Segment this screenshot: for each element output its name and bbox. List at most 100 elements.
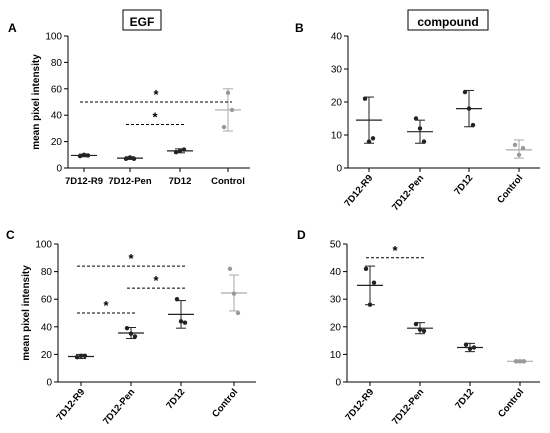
panel-b-data-point: [421, 139, 427, 144]
panel-c-y-tick-label: 60: [41, 295, 53, 306]
panel-c-letter: C: [6, 228, 15, 242]
panel-c-y-tick-label: 80: [41, 267, 53, 278]
panel-c-y-axis-label: mean pixel intensity: [21, 265, 32, 361]
panel-a-data-point: [229, 107, 235, 113]
panel-d-y-tick-label: 10: [330, 350, 342, 361]
panel-b-data-point: [512, 142, 518, 148]
panel-a-y-tick-label: 100: [45, 32, 62, 43]
panel-d-y-tick-label: 50: [330, 240, 342, 251]
panel-b-category-label: Control: [495, 173, 525, 206]
panel-d-category-label: 7D12-R9: [343, 387, 376, 423]
panel-a-y-axis-label: mean pixel intensity: [31, 54, 42, 150]
panel-a-data-point: [77, 153, 83, 159]
panel-d-data-point: [421, 328, 427, 334]
panel-d-data-point: [413, 321, 419, 327]
panel-c-y-tick-label: 20: [41, 350, 53, 361]
panel-d-data-point: [367, 302, 373, 307]
panel-c-data-point: [132, 334, 138, 339]
panel-c-data-point: [227, 266, 233, 272]
panel-a-y-tick-label: 20: [51, 137, 63, 148]
panel-c-data-point: [182, 320, 188, 325]
panel-d-data-point: [463, 342, 469, 347]
panel-c-data-point: [235, 310, 241, 316]
panel-d-category-label: Control: [496, 387, 526, 420]
panel-a-data-point: [81, 152, 87, 157]
panel-b-header: compound: [417, 15, 478, 29]
panel-a-category-label: Control: [211, 176, 245, 187]
panel-a-y-tick-label: 60: [51, 84, 63, 95]
panel-c-y-tick-label: 40: [41, 322, 53, 333]
panel-d-data-point: [517, 359, 523, 364]
panel-c-data-point: [231, 291, 237, 296]
panel-d-y-tick-label: 0: [335, 378, 341, 389]
panel-b-y-tick-label: 0: [336, 164, 342, 175]
panel-d-category-label: 7D12: [453, 387, 476, 411]
panel-b-data-point: [516, 152, 522, 157]
panel-a-y-tick-label: 40: [51, 111, 63, 122]
panel-a-y-tick-label: 0: [56, 164, 62, 175]
panel-a-data-point: [225, 90, 231, 95]
panel-c-y-tick-label: 0: [46, 378, 52, 389]
panel-a-category-label: 7D12: [169, 176, 192, 187]
panel-b-data-point: [413, 116, 419, 121]
panel-b-data-point: [520, 146, 526, 151]
panel-b-category-label: 7D12-Pen: [390, 173, 426, 213]
panel-b-data-point: [366, 139, 372, 144]
panel-c-data-point: [124, 325, 130, 331]
panel-b-data-point: [417, 126, 423, 131]
panel-c-data-point: [174, 297, 180, 302]
panel-a-data-point: [177, 148, 183, 154]
panel-a-header-box: [122, 9, 162, 31]
panel-a-significance-label: *: [153, 87, 159, 102]
panel-d: D 0 10 20 30 40 50 7D12-R9 7D12-Pen 7D12 Control *: [297, 228, 540, 427]
panel-c-significance-label: *: [128, 251, 134, 266]
panel-b-y-tick-label: 10: [331, 131, 343, 142]
panel-d-data-point: [521, 359, 527, 364]
panel-c-data-point: [78, 353, 84, 358]
panel-d-data-point: [513, 359, 519, 364]
panel-b-data-point: [466, 106, 472, 111]
panel-a-data-point: [131, 156, 137, 161]
panel-a-data-point: [123, 156, 129, 161]
panel-a-data-point: [173, 149, 179, 155]
panel-a-data-point: [221, 124, 227, 130]
panel-d-data-point: [467, 346, 473, 352]
panel-b-y-tick-label: 40: [331, 32, 343, 43]
panel-c: C 0 20 40 60 80 100 mean pixel intensity 7D12-R9…: [6, 228, 256, 427]
panel-b-letter: B: [295, 21, 304, 35]
panel-c-data-point: [178, 319, 184, 324]
panel-d-data-point: [363, 266, 369, 272]
panel-b-y-tick-label: 20: [331, 98, 343, 109]
panel-a-category-label: 7D12-R9: [65, 176, 103, 187]
panel-b-category-label: 7D12-R9: [342, 173, 375, 209]
panel-c-data-point: [82, 353, 88, 358]
panel-b-y-tick-label: 30: [331, 65, 343, 76]
panel-a-letter: A: [8, 21, 17, 35]
panel-c-y-tick-label: 100: [35, 240, 52, 251]
panel-a-y-tick-label: 80: [51, 58, 63, 69]
panel-b-data-point: [462, 89, 468, 95]
panel-b-data-point: [470, 122, 476, 128]
panel-d-letter: D: [297, 228, 306, 242]
panel-c-data-point: [128, 331, 134, 336]
panel-d-category-label: 7D12-Pen: [390, 387, 426, 427]
panel-a-category-label: 7D12-Pen: [108, 176, 151, 187]
panel-b-data-point: [362, 96, 368, 101]
panel-b-header-box: [407, 9, 489, 31]
panel-d-significance-label: *: [392, 243, 398, 258]
panel-c-data-point: [74, 354, 80, 360]
panel-c-significance-label: *: [103, 298, 109, 313]
panel-c-category-label: 7D12-R9: [54, 387, 87, 423]
panel-a-data-point: [181, 147, 187, 152]
panel-a-header: EGF: [130, 15, 155, 29]
panel-d-data-point: [417, 327, 423, 332]
panel-d-y-tick-label: 20: [330, 322, 342, 333]
panel-b-data-point: [370, 136, 376, 141]
panel-c-category-label: Control: [210, 387, 240, 420]
panel-b-category-label: 7D12: [452, 173, 475, 197]
panel-a-data-point: [85, 153, 91, 158]
panel-a-significance-label: *: [152, 109, 158, 124]
